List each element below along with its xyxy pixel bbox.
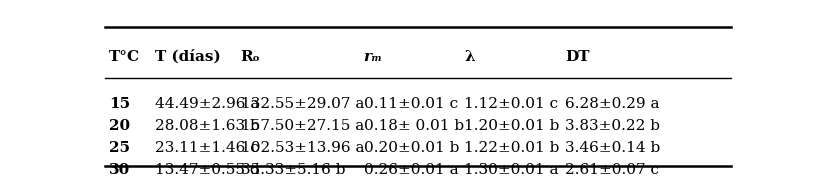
- Text: rₘ: rₘ: [364, 50, 383, 64]
- Text: 3.83±0.22 b: 3.83±0.22 b: [566, 119, 660, 133]
- Text: 35.33±5.16 b: 35.33±5.16 b: [241, 164, 345, 177]
- Text: 0.11±0.01 c: 0.11±0.01 c: [364, 97, 457, 111]
- Text: 0.20±0.01 b: 0.20±0.01 b: [364, 141, 459, 155]
- Text: 20: 20: [109, 119, 130, 133]
- Text: 15: 15: [109, 97, 130, 111]
- Text: 0.26±0.01 a: 0.26±0.01 a: [364, 164, 458, 177]
- Text: 3.46±0.14 b: 3.46±0.14 b: [566, 141, 661, 155]
- Text: 2.61±0.07 c: 2.61±0.07 c: [566, 164, 659, 177]
- Text: 1.30±0.01 a: 1.30±0.01 a: [465, 164, 559, 177]
- Text: T (días): T (días): [155, 50, 221, 64]
- Text: 1.22±0.01 b: 1.22±0.01 b: [465, 141, 560, 155]
- Text: 28.08±1.63 b: 28.08±1.63 b: [155, 119, 260, 133]
- Text: λ: λ: [465, 50, 475, 64]
- Text: 13.47±0.55 d: 13.47±0.55 d: [155, 164, 260, 177]
- Text: 102.53±13.96 a: 102.53±13.96 a: [241, 141, 364, 155]
- Text: 157.50±27.15 a: 157.50±27.15 a: [241, 119, 364, 133]
- Text: 44.49±2.96 a: 44.49±2.96 a: [155, 97, 260, 111]
- Text: T°C: T°C: [109, 50, 141, 64]
- Text: 30: 30: [109, 164, 130, 177]
- Text: 25: 25: [109, 141, 130, 155]
- Text: 1.12±0.01 c: 1.12±0.01 c: [465, 97, 558, 111]
- Text: 6.28±0.29 a: 6.28±0.29 a: [566, 97, 660, 111]
- Text: 1.20±0.01 b: 1.20±0.01 b: [465, 119, 560, 133]
- Text: Rₒ: Rₒ: [241, 50, 260, 64]
- Text: 132.55±29.07 a: 132.55±29.07 a: [241, 97, 364, 111]
- Text: 23.11±1.46 c: 23.11±1.46 c: [155, 141, 259, 155]
- Text: 0.18± 0.01 b: 0.18± 0.01 b: [364, 119, 464, 133]
- Text: DT: DT: [566, 50, 590, 64]
